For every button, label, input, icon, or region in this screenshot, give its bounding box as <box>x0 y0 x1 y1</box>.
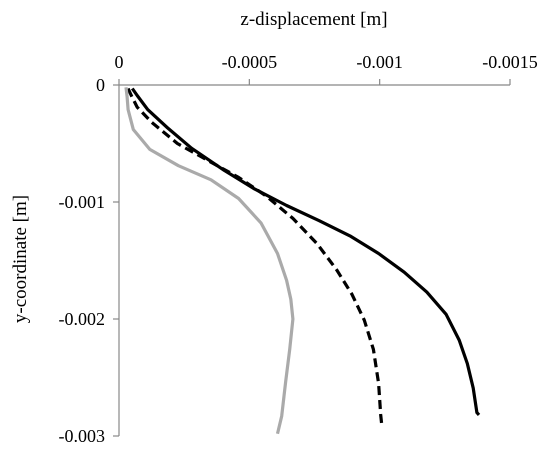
series-line-3 <box>124 87 295 435</box>
series-layer <box>124 87 481 435</box>
x-tick-label: -0.0005 <box>222 52 278 72</box>
axes-layer <box>113 79 511 437</box>
y-tick-label: -0.002 <box>59 309 106 329</box>
y-tick-label: -0.001 <box>59 192 106 212</box>
labels-layer: z-displacement [m] y-coordinate [m] 0 -0.… <box>10 9 538 446</box>
y-axis-title: y-coordinate [m] <box>10 195 31 323</box>
y-tick-label: 0 <box>96 75 105 95</box>
x-tick-label: -0.001 <box>356 52 403 72</box>
y-tick-label: -0.003 <box>59 426 106 446</box>
x-tick-label: -0.0015 <box>482 52 538 72</box>
x-tick-label: 0 <box>115 52 124 72</box>
series-line-1 <box>130 87 481 416</box>
series-line-2 <box>126 87 384 426</box>
x-axis-title: z-displacement [m] <box>240 9 387 30</box>
